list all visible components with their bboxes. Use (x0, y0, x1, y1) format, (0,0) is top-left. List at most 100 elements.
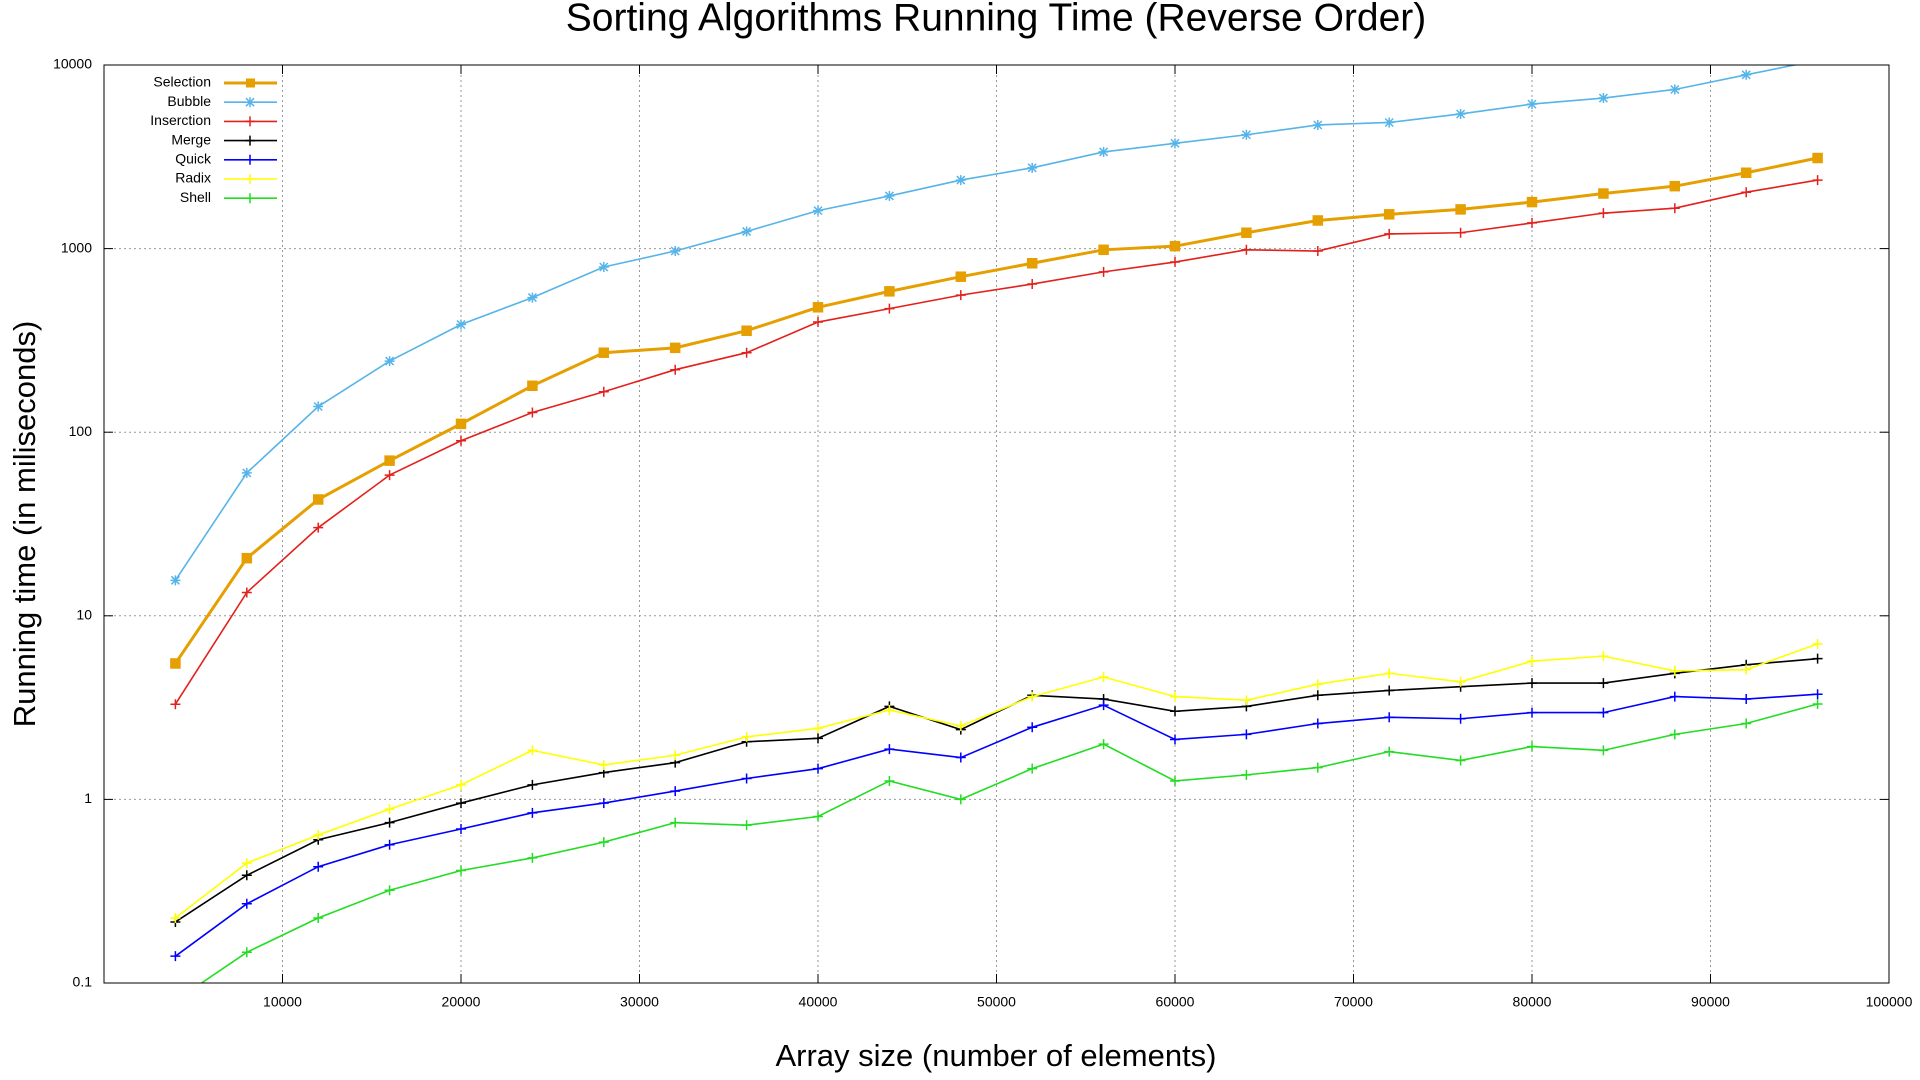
point-marker (1098, 146, 1109, 157)
series-line (174, 156, 1818, 665)
point-marker (170, 996, 180, 1006)
point-marker (384, 885, 395, 896)
point-marker (170, 699, 181, 710)
point-marker (1241, 227, 1252, 238)
point-marker (598, 798, 609, 809)
point-marker (955, 271, 967, 282)
point-marker (741, 820, 752, 831)
point-marker (1455, 108, 1466, 119)
point-marker (1527, 707, 1537, 718)
legend-marker (245, 193, 255, 204)
point-marker (598, 347, 610, 358)
point-marker (527, 852, 538, 863)
point-marker (241, 587, 252, 598)
point-marker (384, 804, 395, 815)
legend-symbol (245, 174, 255, 184)
point-marker (1527, 656, 1537, 667)
y-tick-label: 1 (84, 790, 92, 806)
point-marker (741, 347, 752, 358)
point-marker (1241, 769, 1252, 780)
point-marker (1741, 718, 1752, 729)
point-marker (1170, 706, 1180, 717)
y-tick-label: 10000 (53, 56, 92, 72)
point-marker (598, 386, 609, 397)
point-marker (1312, 215, 1324, 226)
legend-marker (245, 154, 255, 165)
point-marker (1027, 722, 1038, 733)
point-marker (456, 435, 466, 446)
point-marker (1312, 246, 1323, 257)
point-marker (813, 723, 823, 734)
point-marker (1241, 729, 1252, 740)
point-marker (1027, 691, 1038, 702)
point-marker (813, 763, 823, 774)
point-marker (1741, 69, 1752, 80)
point-marker (1527, 99, 1537, 110)
point-marker (1741, 694, 1752, 705)
point-marker (1669, 84, 1680, 95)
point-marker (1098, 700, 1109, 711)
point-marker (1312, 679, 1323, 690)
point-marker (1170, 257, 1180, 268)
point-marker (456, 798, 466, 809)
point-marker (1384, 668, 1395, 679)
point-marker (241, 947, 252, 958)
point-marker (598, 837, 609, 848)
series-line (174, 179, 1818, 705)
legend-marker (245, 174, 255, 184)
point-marker (313, 861, 324, 872)
point-marker (313, 829, 324, 840)
legend: Selection Bubble Inserction Merge Quick Radix… (150, 74, 277, 205)
point-marker (527, 292, 538, 303)
point-marker (884, 775, 895, 786)
point-marker (1027, 279, 1038, 290)
point-marker (1812, 698, 1823, 709)
point-marker (741, 773, 752, 784)
point-marker (1455, 755, 1466, 766)
point-marker (312, 494, 324, 505)
point-marker (384, 839, 395, 850)
point-marker (384, 817, 395, 828)
x-tick-label: 30000 (620, 994, 659, 1010)
point-marker (170, 658, 181, 669)
point-marker (1384, 117, 1395, 128)
point-marker (1027, 162, 1038, 173)
point-marker (955, 175, 966, 186)
point-marker (1170, 691, 1180, 702)
point-marker (1026, 258, 1038, 269)
x-tick-label: 50000 (977, 994, 1016, 1010)
series-line (174, 693, 1818, 957)
point-marker (1812, 175, 1823, 186)
point-marker (384, 356, 395, 367)
point-marker (1312, 690, 1323, 701)
point-marker (241, 898, 252, 909)
series-line (174, 657, 1818, 923)
point-marker (1598, 678, 1609, 689)
x-tick-label: 80000 (1513, 994, 1552, 1010)
point-marker (1241, 244, 1252, 255)
x-tick-label: 70000 (1334, 994, 1373, 1010)
point-marker (527, 407, 538, 418)
point-marker (170, 912, 181, 923)
point-marker (527, 745, 538, 756)
point-marker (1098, 739, 1109, 750)
point-marker (1812, 152, 1823, 164)
point-marker (456, 823, 466, 834)
point-marker (1669, 729, 1680, 740)
legend-label: Bubble (167, 93, 211, 109)
point-marker (1241, 129, 1252, 140)
point-marker (1098, 266, 1109, 277)
point-marker (527, 380, 538, 392)
point-marker (812, 302, 824, 313)
x-axis-label: Array size (number of elements) (775, 1038, 1216, 1073)
point-marker (670, 750, 681, 761)
point-marker (1384, 746, 1395, 757)
point-marker (1598, 745, 1609, 756)
legend-label: Radix (175, 170, 211, 186)
y-axis-label: Running time (in miliseconds) (7, 321, 42, 728)
legend-label: Selection (153, 74, 211, 90)
point-marker (241, 552, 253, 564)
point-marker (813, 811, 823, 822)
legend-label: Quick (175, 151, 212, 167)
point-marker (884, 704, 895, 715)
